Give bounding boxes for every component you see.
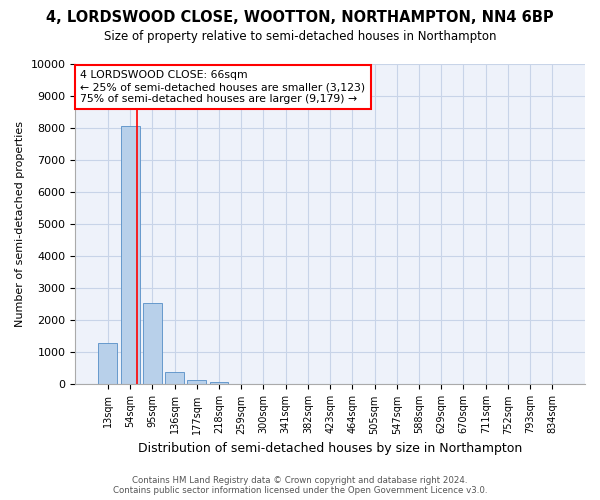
Y-axis label: Number of semi-detached properties: Number of semi-detached properties (15, 121, 25, 327)
X-axis label: Distribution of semi-detached houses by size in Northampton: Distribution of semi-detached houses by … (138, 442, 522, 455)
Bar (143, 302, 162, 384)
Text: 4 LORDSWOOD CLOSE: 66sqm
← 25% of semi-detached houses are smaller (3,123)
75% o: 4 LORDSWOOD CLOSE: 66sqm ← 25% of semi-d… (80, 70, 365, 104)
Text: Contains HM Land Registry data © Crown copyright and database right 2024.
Contai: Contains HM Land Registry data © Crown c… (113, 476, 487, 495)
Bar (165, 372, 184, 384)
Text: Size of property relative to semi-detached houses in Northampton: Size of property relative to semi-detach… (104, 30, 496, 43)
Text: 4, LORDSWOOD CLOSE, WOOTTON, NORTHAMPTON, NN4 6BP: 4, LORDSWOOD CLOSE, WOOTTON, NORTHAMPTON… (46, 10, 554, 25)
Bar (209, 382, 229, 384)
Bar (121, 126, 140, 384)
Bar (98, 343, 118, 384)
Bar (187, 380, 206, 384)
